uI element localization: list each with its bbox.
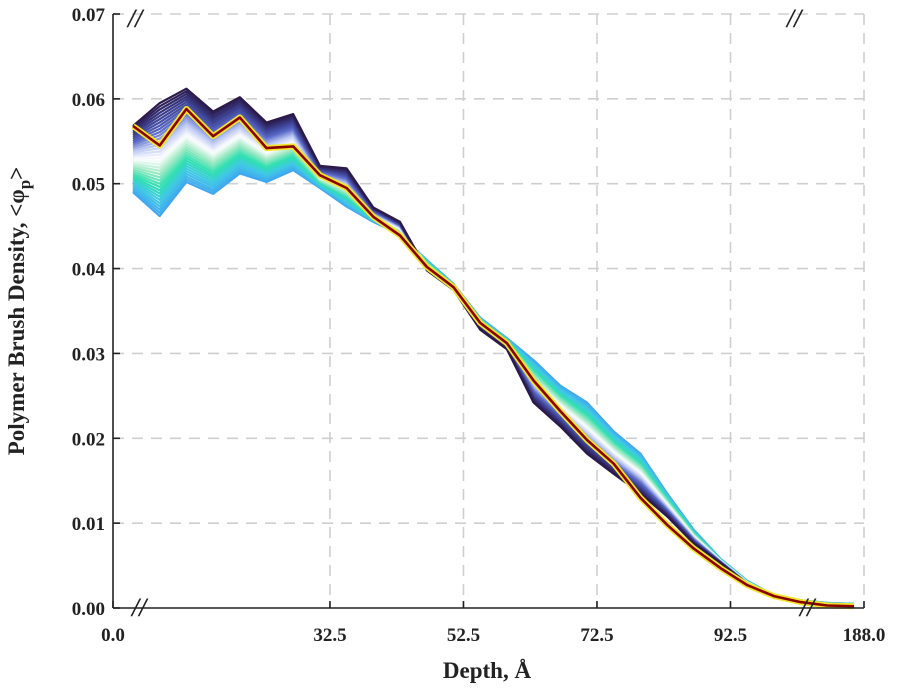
y-axis-ticks: 0.00 0.01 0.02 0.03 0.04 0.05 0.06 0.07	[72, 5, 120, 620]
x-tick-label: 72.5	[580, 625, 613, 646]
density-profile-line	[132, 139, 855, 607]
density-profile-line	[132, 148, 855, 606]
y-tick-label: 0.01	[72, 514, 105, 535]
density-profile-line	[132, 135, 855, 607]
series-lines	[131, 87, 855, 610]
density-profile-line	[132, 116, 855, 608]
density-profile-line	[132, 114, 855, 608]
y-tick-label: 0.06	[72, 90, 105, 111]
density-profile-line	[132, 146, 855, 606]
density-profile-line	[132, 164, 855, 606]
y-tick-label: 0.00	[72, 599, 105, 620]
x-tick-label: 32.5	[313, 625, 346, 646]
density-profile-line	[132, 167, 855, 605]
y-axis-title-main: Polymer Brush Density, <φ	[4, 189, 29, 455]
density-profile-line	[132, 100, 855, 608]
axis-break-mark: //	[126, 4, 145, 33]
density-profile-line	[132, 106, 855, 608]
density-profile-line	[132, 159, 855, 606]
y-tick-label: 0.07	[72, 5, 106, 26]
final-profile-line	[132, 107, 855, 608]
axis-break-mark: //	[798, 593, 817, 622]
axis-breaks: // // // //	[126, 4, 817, 622]
density-profile-line	[132, 152, 855, 606]
density-profile-line	[132, 127, 855, 607]
density-profile-line	[132, 124, 855, 607]
x-tick-label: 0.0	[101, 625, 125, 646]
axes	[112, 14, 864, 609]
density-profile-line	[132, 162, 855, 606]
density-profile-line	[132, 119, 855, 608]
density-profile-line	[132, 144, 855, 607]
y-axis-title-subscript: p	[15, 180, 34, 189]
density-profile-line	[132, 150, 855, 606]
gridlines	[113, 13, 865, 608]
density-profile-line	[132, 103, 855, 608]
density-profile-line	[132, 137, 855, 607]
density-profile-line	[132, 165, 855, 606]
x-tick-label: 52.5	[447, 625, 480, 646]
y-tick-label: 0.04	[72, 260, 106, 281]
x-axis-title: Depth, Å	[443, 658, 532, 683]
density-profile-line	[132, 122, 855, 607]
density-profile-line	[132, 161, 855, 606]
y-tick-label: 0.02	[72, 429, 105, 450]
density-profile-line	[132, 130, 855, 607]
density-profile-line	[132, 155, 855, 606]
y-tick-label: 0.03	[72, 344, 105, 365]
y-axis-title: Polymer Brush Density, <φp>	[4, 167, 34, 456]
density-profile-line	[132, 132, 855, 607]
density-profile-line	[132, 157, 855, 606]
y-tick-label: 0.05	[72, 175, 105, 196]
x-axis-ticks: 0.0 32.5 52.5 72.5 92.5 188.0	[101, 601, 885, 646]
density-profile-line	[132, 141, 855, 607]
density-profile-line	[132, 111, 855, 608]
axis-break-mark: //	[785, 4, 804, 33]
x-tick-label: 188.0	[843, 625, 886, 646]
density-profile-line	[132, 169, 855, 605]
axis-break-mark: //	[130, 593, 149, 622]
x-tick-label: 92.5	[714, 625, 747, 646]
y-axis-title-suffix: >	[4, 167, 29, 180]
